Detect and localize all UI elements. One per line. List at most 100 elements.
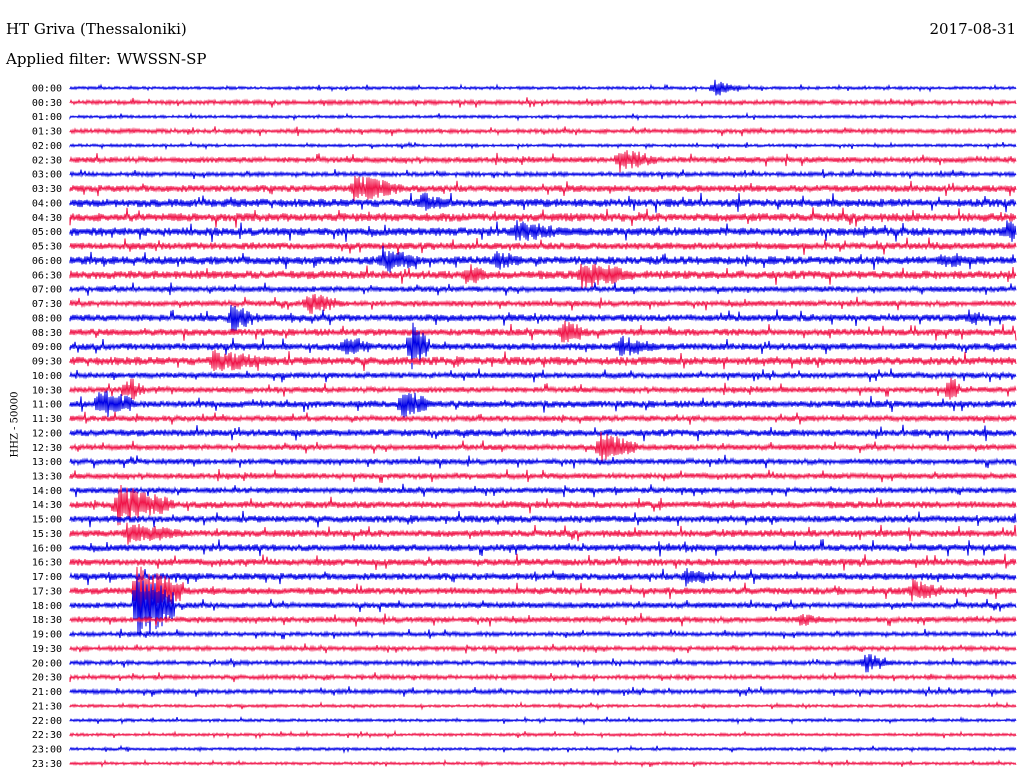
trace-0030 (69, 97, 1017, 108)
trace-0600 (69, 245, 1017, 273)
row-label: 08:00 (32, 313, 62, 324)
trace-1830 (69, 612, 1017, 627)
trace-0630 (69, 263, 1017, 290)
row-label: 10:30 (32, 385, 62, 396)
trace-2130 (69, 700, 1017, 711)
trace-1530 (69, 522, 1017, 545)
row-label: 08:30 (32, 328, 62, 339)
trace-1800 (69, 576, 1017, 637)
row-label: 02:30 (32, 155, 62, 166)
row-label: 18:00 (32, 601, 62, 612)
row-label: 23:00 (32, 745, 62, 756)
trace-2230 (69, 729, 1017, 740)
row-label: 12:30 (32, 443, 62, 454)
row-label: 11:00 (32, 400, 62, 411)
trace-1600 (69, 539, 1017, 557)
trace-0830 (69, 320, 1017, 343)
trace-0930 (69, 349, 1017, 372)
row-label: 22:00 (32, 716, 62, 727)
trace-2100 (69, 686, 1017, 697)
row-label: 16:30 (32, 558, 62, 569)
row-label: 04:30 (32, 213, 62, 224)
trace-1330 (69, 468, 1017, 483)
trace-0730 (69, 293, 1017, 314)
trace-2030 (69, 672, 1017, 683)
row-label: 00:30 (32, 98, 62, 109)
trace-1630 (69, 553, 1017, 571)
trace-0800 (69, 305, 1017, 333)
row-label: 13:30 (32, 471, 62, 482)
row-label: 01:30 (32, 127, 62, 138)
row-label: 07:30 (32, 299, 62, 310)
trace-1030 (69, 377, 1017, 400)
row-label: 19:00 (32, 630, 62, 641)
row-label: 06:30 (32, 270, 62, 281)
trace-0230 (69, 150, 1017, 173)
row-label: 17:00 (32, 572, 62, 583)
trace-1900 (69, 628, 1017, 640)
row-label: 01:00 (32, 112, 62, 123)
trace-0530 (69, 237, 1017, 255)
trace-0330 (69, 176, 1017, 202)
trace-1400 (69, 483, 1017, 498)
row-label: 20:30 (32, 673, 62, 684)
date-label: 2017-08-31 (929, 20, 1016, 38)
trace-1000 (69, 368, 1017, 383)
row-label: 03:30 (32, 184, 62, 195)
row-label: 23:30 (32, 759, 62, 770)
row-label: 19:30 (32, 644, 62, 655)
trace-1230 (69, 431, 1017, 463)
trace-0430 (69, 207, 1017, 228)
row-label: 03:00 (32, 170, 62, 181)
trace-0200 (69, 140, 1017, 151)
trace-0900 (69, 322, 1017, 370)
trace-2300 (69, 744, 1017, 754)
row-label: 09:00 (32, 342, 62, 353)
row-label: 20:00 (32, 658, 62, 669)
row-label: 05:00 (32, 227, 62, 238)
row-label: 10:00 (32, 371, 62, 382)
trace-0500 (69, 220, 1017, 243)
trace-1430 (69, 484, 1017, 526)
row-label: 15:00 (32, 515, 62, 526)
row-label: 14:30 (32, 500, 62, 511)
row-label: 06:00 (32, 256, 62, 267)
row-label: 22:30 (32, 730, 62, 741)
trace-1730 (69, 566, 1017, 614)
trace-0300 (69, 169, 1017, 180)
row-label: 09:30 (32, 357, 62, 368)
filter-value: WWSSN-SP (116, 50, 207, 68)
row-label: 12:00 (32, 428, 62, 439)
row-label: 02:00 (32, 141, 62, 152)
trace-2200 (69, 715, 1017, 726)
row-label: 04:00 (32, 198, 62, 209)
trace-1700 (69, 568, 1017, 587)
row-label: 00:00 (32, 84, 62, 95)
row-label: 17:30 (32, 586, 62, 597)
row-label: 11:30 (32, 414, 62, 425)
row-label: 16:00 (32, 543, 62, 554)
trace-2000 (69, 654, 1017, 673)
trace-1200 (69, 424, 1017, 442)
row-label: 21:00 (32, 687, 62, 698)
trace-0400 (69, 192, 1017, 213)
row-label: 15:30 (32, 529, 62, 540)
trace-0000 (69, 79, 1017, 96)
trace-2330 (69, 758, 1017, 768)
trace-1500 (69, 510, 1017, 528)
trace-0130 (69, 126, 1017, 137)
trace-1300 (69, 454, 1017, 469)
station-title: HT Griva (Thessaloniki) (6, 20, 187, 38)
trace-0700 (69, 282, 1017, 296)
row-label: 13:00 (32, 457, 62, 468)
trace-1930 (69, 643, 1017, 654)
trace-1100 (69, 390, 1017, 418)
trace-1130 (69, 411, 1017, 425)
row-label: 07:00 (32, 285, 62, 296)
row-label: 05:30 (32, 242, 62, 253)
filter-label: Applied filter: (6, 50, 111, 68)
row-label: 21:30 (32, 701, 62, 712)
row-label: 18:30 (32, 615, 62, 626)
row-label: 14:00 (32, 486, 62, 497)
